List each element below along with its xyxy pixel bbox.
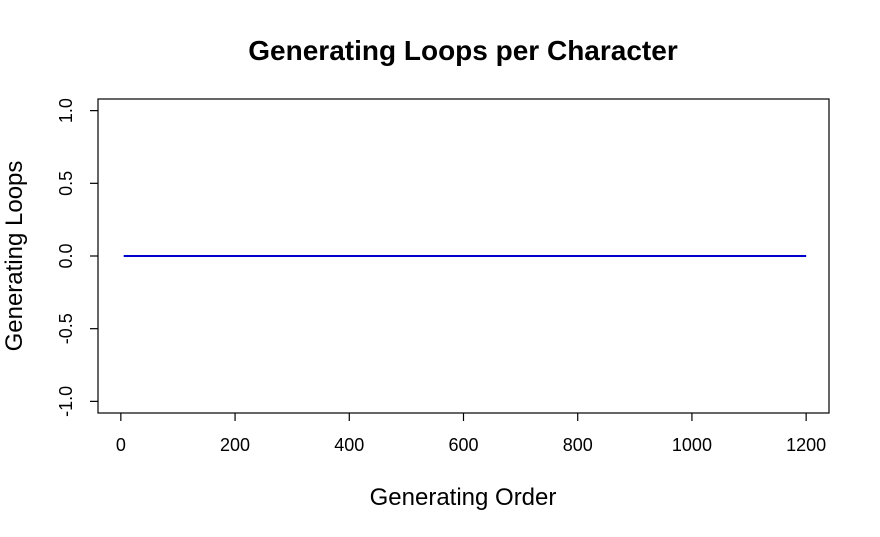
x-tick-label: 800 <box>563 435 593 455</box>
x-tick-label: 400 <box>334 435 364 455</box>
y-axis-label: Generating Loops <box>1 161 28 352</box>
x-tick-label: 0 <box>116 435 126 455</box>
chart-title: Generating Loops per Character <box>248 35 678 66</box>
y-tick-label: 1.0 <box>56 98 76 123</box>
y-tick-label: 0.0 <box>56 243 76 268</box>
x-axis-label: Generating Order <box>370 484 557 511</box>
y-tick-label: 0.5 <box>56 171 76 196</box>
y-axis: -1.0 -0.5 0.0 0.5 1.0 <box>56 98 98 417</box>
y-tick-label: -1.0 <box>56 386 76 417</box>
x-tick-label: 1000 <box>672 435 712 455</box>
x-tick-label: 600 <box>448 435 478 455</box>
x-axis: 0 200 400 600 800 1000 1200 <box>116 413 826 455</box>
x-tick-label: 200 <box>220 435 250 455</box>
x-tick-label: 1200 <box>786 435 826 455</box>
y-tick-label: -0.5 <box>56 313 76 344</box>
